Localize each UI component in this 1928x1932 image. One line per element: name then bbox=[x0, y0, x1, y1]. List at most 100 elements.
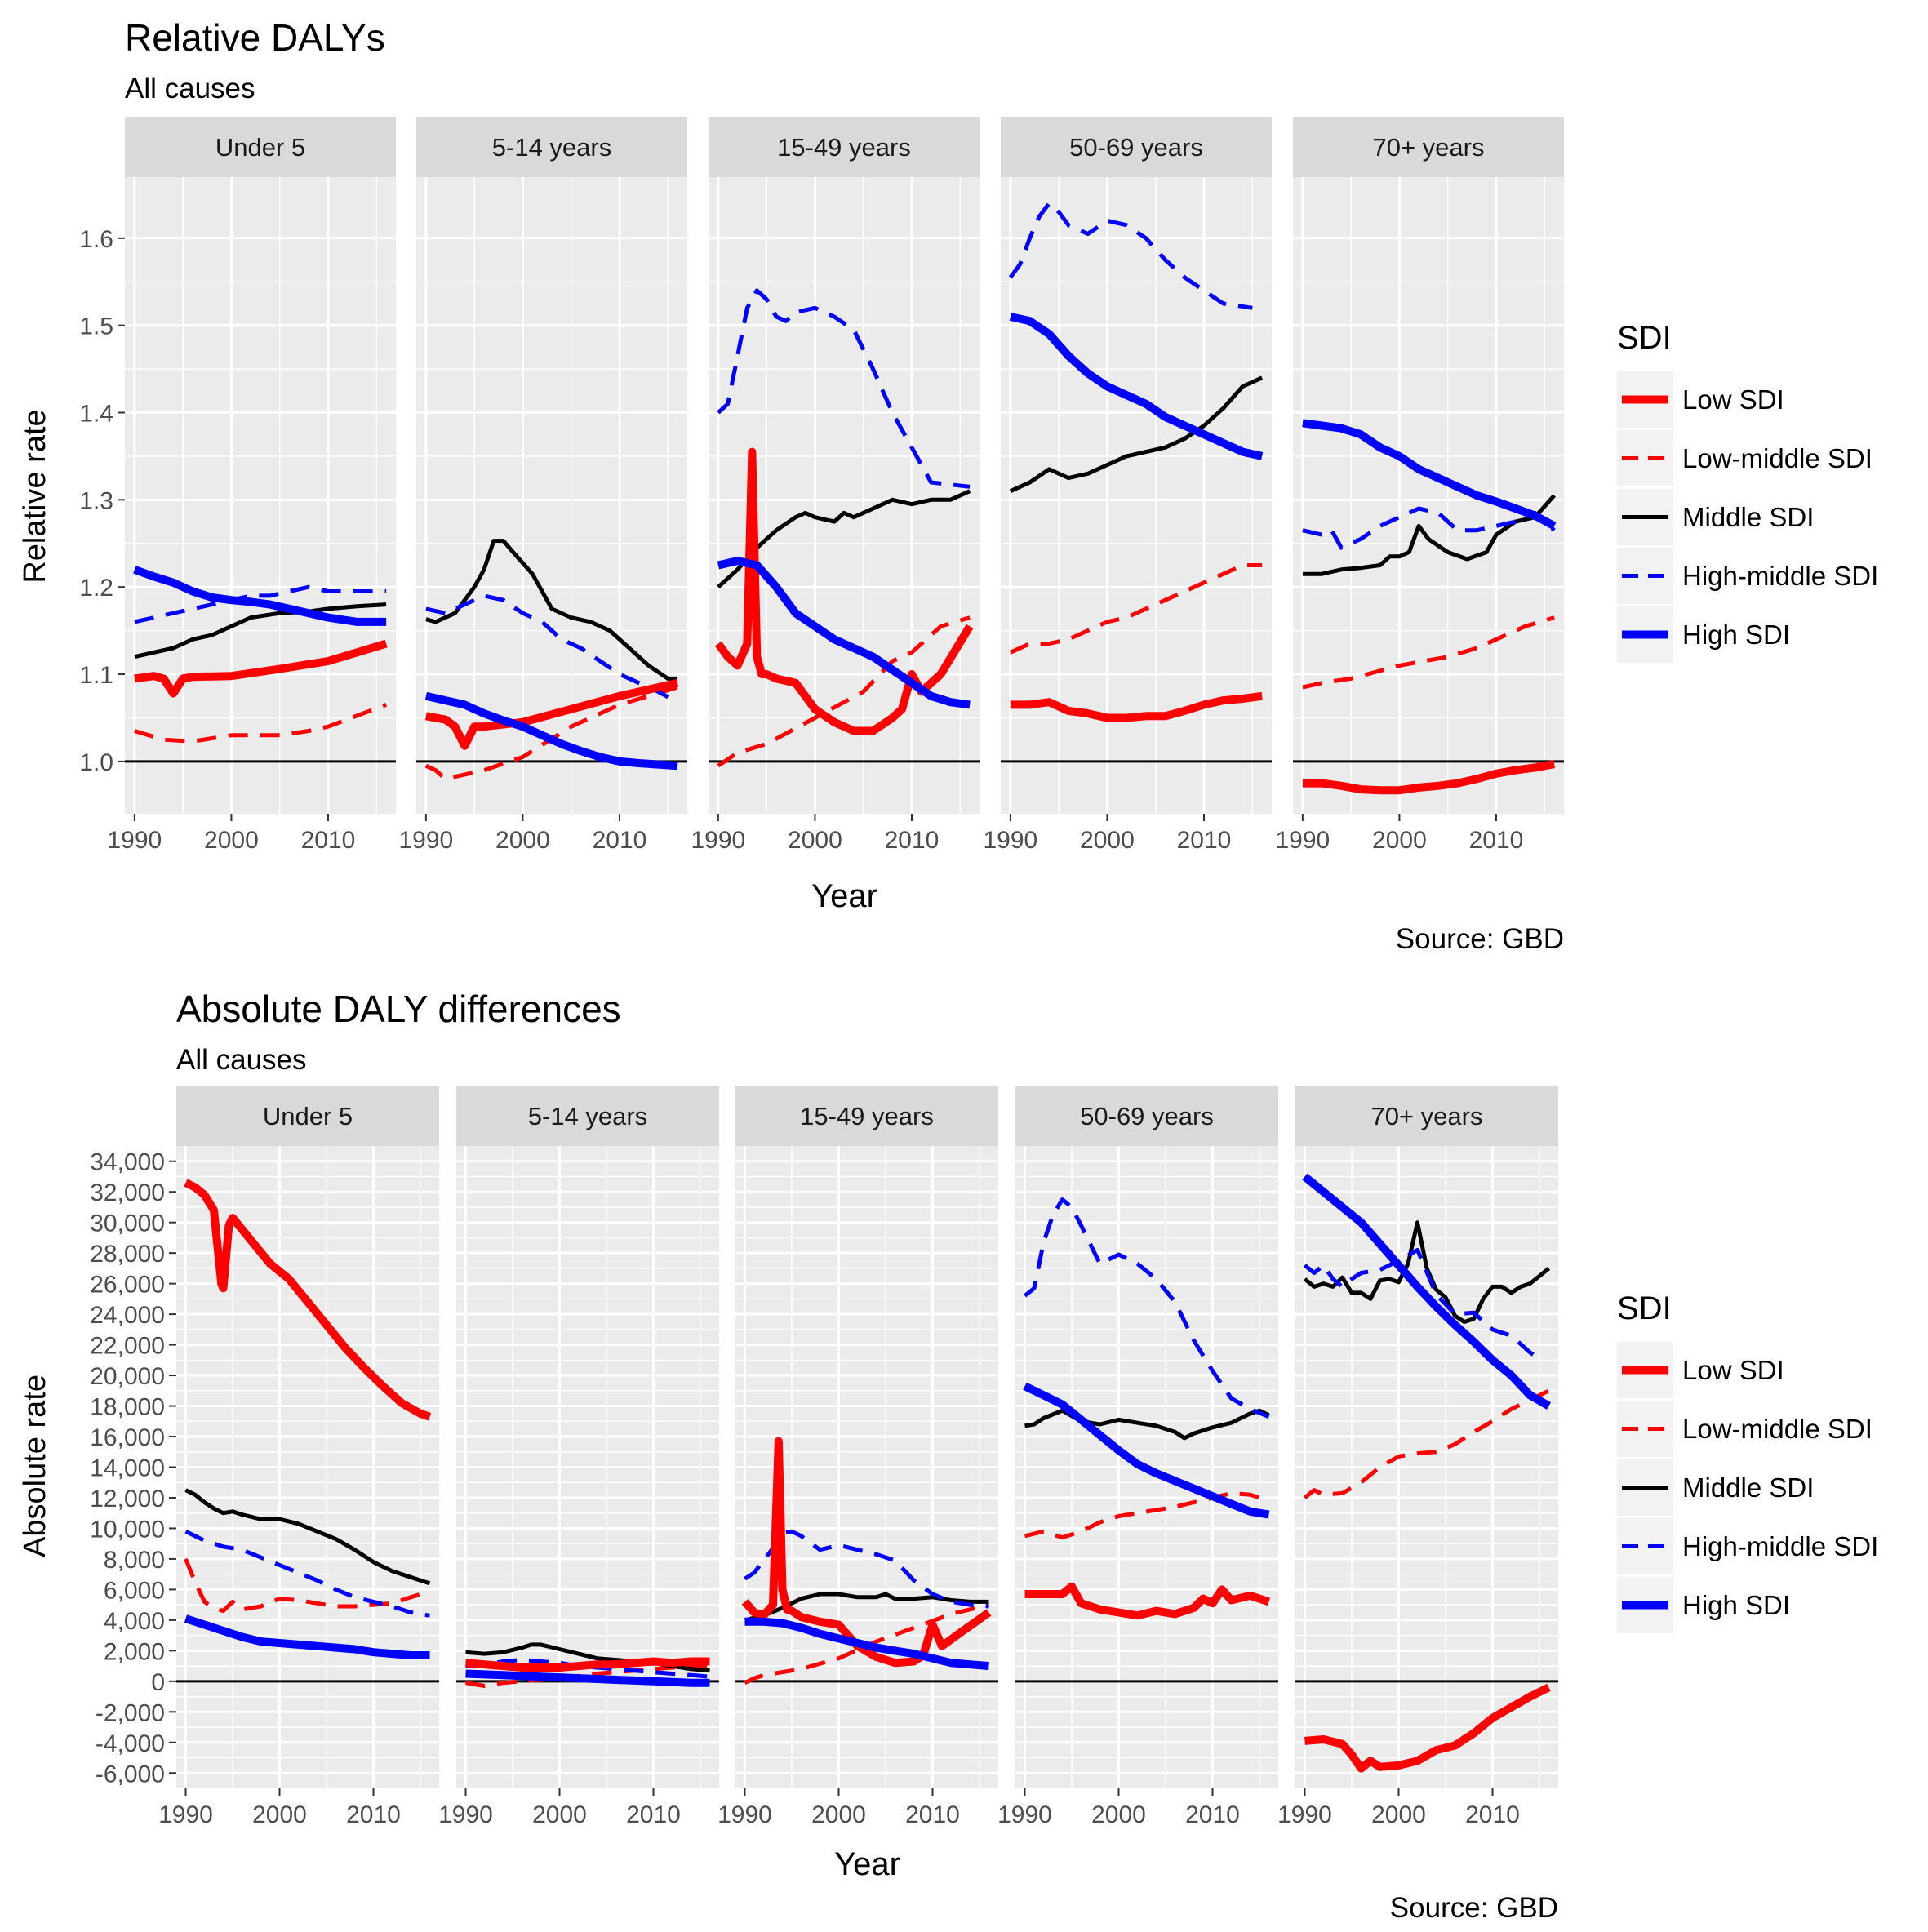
caption: Source: GBD bbox=[1390, 1892, 1558, 1924]
facet-strip bbox=[125, 117, 396, 177]
series-line-high-sdi bbox=[465, 1669, 710, 1687]
y-tick-label: -2,000 bbox=[96, 1699, 165, 1726]
facet-strip-label: 70+ years bbox=[1372, 133, 1484, 162]
y-tick-label: 1.6 bbox=[79, 226, 113, 253]
legend-label: Low SDI bbox=[1682, 384, 1784, 415]
facet-panel: 50-69 years 1990 2000 2010 bbox=[983, 117, 1272, 854]
x-tick-label: 1990 bbox=[997, 1801, 1052, 1828]
x-tick-label: 2010 bbox=[626, 1801, 681, 1828]
x-tick-label: 1990 bbox=[717, 1801, 772, 1828]
y-tick-label: 18,000 bbox=[90, 1394, 165, 1421]
series-line-low-middle-sdi bbox=[424, 685, 678, 781]
y-tick-label: 14,000 bbox=[90, 1455, 165, 1482]
facet-strip-label: 15-49 years bbox=[777, 133, 911, 162]
y-tick-label: 20,000 bbox=[90, 1363, 165, 1390]
x-tick-label: 1990 bbox=[983, 827, 1037, 854]
facet-panel: 15-49 years 1990 2000 2010 bbox=[691, 117, 980, 854]
x-tick-label: 1990 bbox=[107, 827, 162, 854]
chart-subtitle: All causes bbox=[125, 73, 255, 104]
series-line-high-middle-sdi bbox=[1023, 1197, 1270, 1419]
facet-panel: Under 5 1990 2000 2010 bbox=[107, 117, 396, 854]
panel-background bbox=[125, 177, 396, 814]
series-line-high-sdi bbox=[184, 1614, 430, 1659]
series-line-low-middle-sdi bbox=[1024, 1490, 1270, 1540]
series-line-low-sdi bbox=[1024, 1582, 1271, 1620]
legend-label: High-middle SDI bbox=[1682, 561, 1878, 591]
facet-panel: Under 5 1990 2000 2010 bbox=[158, 1086, 439, 1828]
y-tick-label: -6,000 bbox=[96, 1761, 165, 1788]
series-line-middle-sdi bbox=[1302, 494, 1556, 576]
legend-title: SDI bbox=[1617, 320, 1672, 356]
x-tick-label: 2000 bbox=[532, 1801, 587, 1828]
facet-strip-label: Under 5 bbox=[215, 133, 305, 162]
x-tick-label: 2000 bbox=[1372, 827, 1427, 854]
series-line-middle-sdi bbox=[717, 489, 971, 589]
chart-2: Absolute DALY differences All causes -6,00… bbox=[18, 988, 1878, 1924]
series-line-middle-sdi bbox=[1303, 1220, 1551, 1324]
panel-background bbox=[1001, 177, 1272, 814]
facet-strip-label: 50-69 years bbox=[1069, 133, 1203, 162]
facet-panel: 5-14 years 1990 2000 2010 bbox=[438, 1086, 719, 1828]
facet-strip bbox=[709, 117, 980, 177]
series-line-middle-sdi bbox=[184, 1488, 431, 1586]
y-tick-label: 1.0 bbox=[79, 749, 113, 776]
y-tick-label: 1.4 bbox=[79, 400, 113, 427]
series-line-high-middle-sdi bbox=[717, 288, 971, 489]
x-tick-label: 2010 bbox=[593, 827, 647, 854]
series-line-high-sdi bbox=[133, 566, 387, 626]
series-line-low-middle-sdi bbox=[1009, 563, 1263, 655]
series-line-high-sdi bbox=[424, 691, 678, 771]
legend-label: High SDI bbox=[1682, 620, 1790, 650]
facet-strip-label: 50-69 years bbox=[1080, 1102, 1214, 1130]
x-tick-label: 2010 bbox=[346, 1801, 401, 1828]
facet-strip-label: 15-49 years bbox=[800, 1102, 934, 1130]
y-tick-label: 8,000 bbox=[104, 1547, 165, 1574]
y-tick-label: 16,000 bbox=[90, 1424, 165, 1451]
y-tick-label: 6,000 bbox=[104, 1577, 165, 1604]
series-line-low-middle-sdi bbox=[134, 703, 387, 744]
legend-label: Low SDI bbox=[1682, 1355, 1784, 1385]
series-line-high-sdi bbox=[1023, 1382, 1270, 1519]
chart-title: Absolute DALY differences bbox=[176, 988, 621, 1030]
y-tick-label: 2,000 bbox=[104, 1638, 165, 1665]
y-axis-title: Relative rate bbox=[18, 409, 52, 583]
y-tick-label: 22,000 bbox=[90, 1333, 165, 1360]
legend-label: Low-middle SDI bbox=[1682, 443, 1872, 473]
facet-strip bbox=[176, 1086, 439, 1146]
legend-title: SDI bbox=[1617, 1290, 1672, 1326]
facet-strip bbox=[456, 1086, 719, 1146]
facet-panel: 70+ years 1990 2000 2010 bbox=[1275, 117, 1564, 854]
legend-label: High-middle SDI bbox=[1682, 1531, 1878, 1561]
series-line-high-middle-sdi bbox=[1302, 506, 1556, 550]
series-line-low-sdi bbox=[465, 1657, 710, 1672]
x-tick-label: 2010 bbox=[885, 827, 940, 854]
y-tick-label: 1.2 bbox=[79, 575, 113, 602]
x-tick-label: 2000 bbox=[252, 1801, 307, 1828]
y-tick-label: 32,000 bbox=[90, 1179, 165, 1206]
facet-strip bbox=[1001, 117, 1272, 177]
series-line-low-sdi bbox=[184, 1179, 432, 1421]
x-tick-label: 1990 bbox=[438, 1801, 493, 1828]
y-tick-label: 26,000 bbox=[90, 1272, 165, 1299]
x-tick-label: 2000 bbox=[1371, 1801, 1426, 1828]
series-line-low-sdi bbox=[1010, 691, 1263, 722]
y-tick-label: 34,000 bbox=[90, 1149, 165, 1176]
x-tick-label: 1990 bbox=[398, 827, 453, 854]
legend-label: High SDI bbox=[1682, 1590, 1790, 1620]
panel-background bbox=[1293, 177, 1564, 814]
x-tick-label: 2010 bbox=[301, 827, 356, 854]
series-line-high-middle-sdi bbox=[184, 1529, 430, 1618]
series-line-middle-sdi bbox=[1009, 375, 1264, 493]
chart-subtitle: All causes bbox=[176, 1044, 307, 1076]
x-tick-label: 2000 bbox=[204, 827, 259, 854]
x-axis-title: Year bbox=[811, 878, 877, 914]
y-tick-label: 0 bbox=[151, 1669, 165, 1696]
x-tick-label: 1990 bbox=[1275, 827, 1330, 854]
series-line-high-sdi bbox=[1009, 313, 1264, 460]
y-axis-title: Absolute rate bbox=[18, 1375, 52, 1557]
y-tick-label: 4,000 bbox=[104, 1608, 165, 1635]
series-line-high-middle-sdi bbox=[465, 1658, 710, 1679]
legend: SDI Low SDI Low-middle SDI Middle SDI High-m… bbox=[1617, 320, 1878, 663]
legend-label: Middle SDI bbox=[1682, 1472, 1814, 1503]
caption: Source: GBD bbox=[1396, 923, 1564, 955]
